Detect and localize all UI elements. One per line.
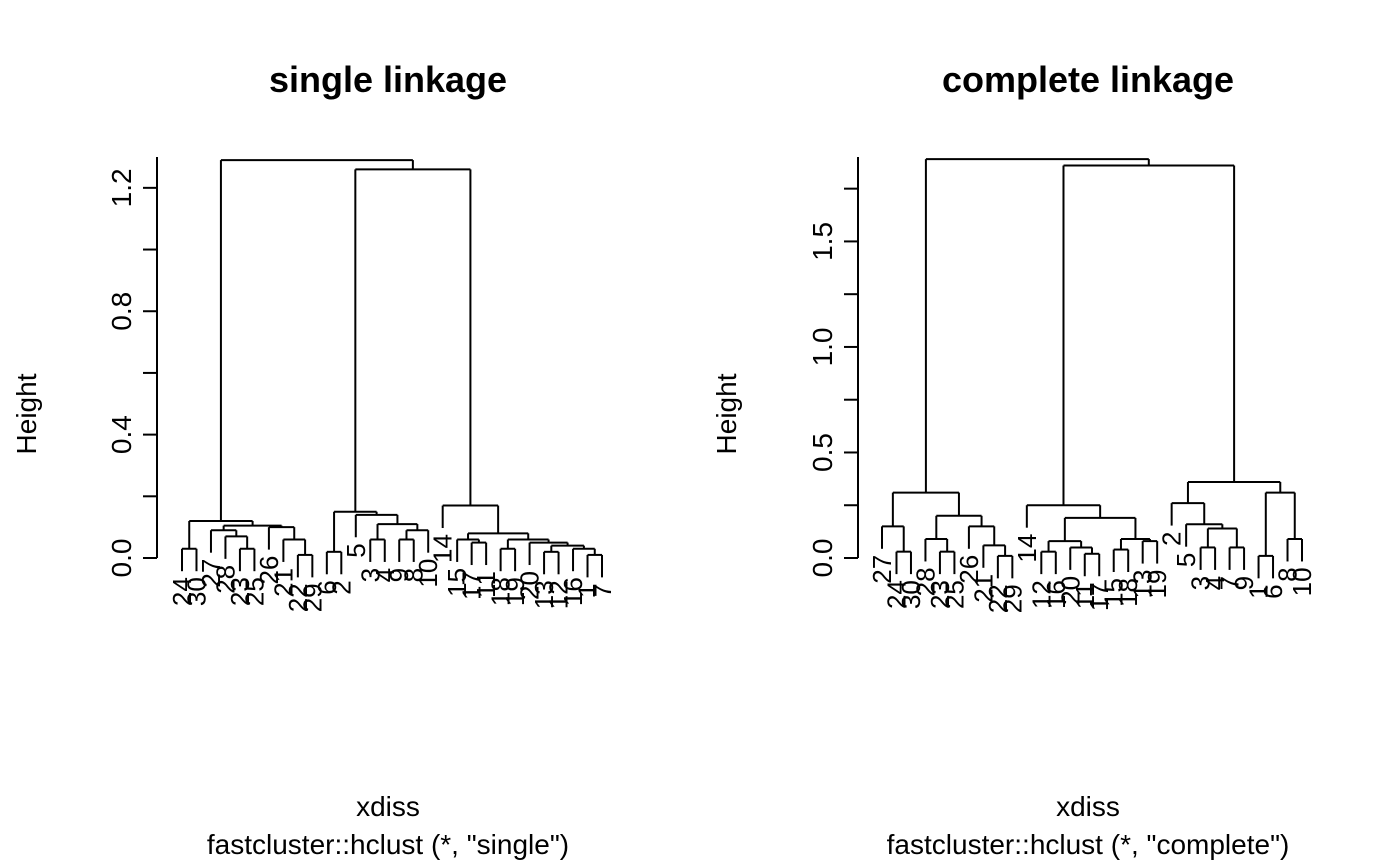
leaf-label: 25 xyxy=(239,577,269,606)
dendrogram-tree xyxy=(881,158,1303,579)
chart-title: complete linkage xyxy=(942,59,1234,100)
leaf-label: 17 xyxy=(457,571,487,600)
leaf-label: 25 xyxy=(939,580,969,609)
leaf-label: 8 xyxy=(1273,567,1303,581)
y-tick-label: 0.0 xyxy=(106,539,137,578)
leaf-label: 3 xyxy=(355,568,385,582)
y-tick-label: 1.5 xyxy=(807,222,838,261)
leaf-label: 18 xyxy=(486,577,516,606)
leaf-label: 14 xyxy=(428,534,458,563)
leaf-label: 9 xyxy=(1229,576,1259,590)
leaf-label: 20 xyxy=(515,571,545,600)
y-axis: 0.0 0.5 1.0 1.5 xyxy=(807,157,859,578)
leaf-label: 13 xyxy=(1128,570,1158,599)
leaf-label: 4 xyxy=(1200,576,1230,590)
leaf-label: 13 xyxy=(529,580,559,609)
leaf-label: 2 xyxy=(326,580,356,594)
leaf-label: 23 xyxy=(925,580,955,609)
y-tick-label: 0.4 xyxy=(106,415,137,454)
leaf-label: 3 xyxy=(1186,576,1216,590)
leaf-label: 30 xyxy=(181,577,211,606)
leaf-label: 21 xyxy=(268,568,298,597)
leaf-label: 29 xyxy=(297,583,327,612)
y-axis: 0.0 0.4 0.8 1.2 xyxy=(106,157,158,578)
dendrogram-tree xyxy=(181,159,603,578)
y-axis-label: Height xyxy=(711,373,742,454)
chart-title: single linkage xyxy=(269,59,507,100)
leaf-label: 22 xyxy=(283,583,313,612)
leaf-label: 22 xyxy=(983,584,1013,613)
leaf-label: 5 xyxy=(341,543,371,557)
y-tick-label: 1.0 xyxy=(807,327,838,366)
leaf-label: 21 xyxy=(968,574,998,603)
leaf-label: 19 xyxy=(1142,570,1172,599)
y-tick-label: 0.5 xyxy=(807,433,838,472)
leaf-label: 1 xyxy=(573,583,603,597)
leaf-label: 6 xyxy=(312,580,342,594)
leaf-label: 7 xyxy=(1215,576,1245,590)
leaf-label: 11 xyxy=(471,571,501,598)
leaf-label: 27 xyxy=(867,555,897,584)
leaf-label: 5 xyxy=(1171,553,1201,567)
y-tick-label: 0.0 xyxy=(807,539,838,578)
x-axis-label: xdiss xyxy=(356,791,420,822)
leaf-label: 17 xyxy=(1084,582,1114,611)
leaf-label: 6 xyxy=(1258,584,1288,598)
leaf-label: 27 xyxy=(196,559,226,588)
x-axis-label: xdiss xyxy=(1056,791,1120,822)
leaf-label: 29 xyxy=(997,584,1027,613)
leaf-label: 7 xyxy=(587,583,617,597)
x-axis-sublabel: fastcluster::hclust (*, "complete") xyxy=(887,829,1290,860)
leaf-label: 24 xyxy=(167,577,197,606)
leaf-label: 15 xyxy=(442,568,472,597)
leaf-label: 23 xyxy=(225,577,255,606)
leaf-label: 14 xyxy=(1012,534,1042,563)
leaf-label: 10 xyxy=(1287,567,1317,596)
leaf-label: 26 xyxy=(254,556,284,585)
x-axis-sublabel: fastcluster::hclust (*, "single") xyxy=(207,829,569,860)
leaf-label: 28 xyxy=(910,567,940,596)
leaf-label: 8 xyxy=(399,568,429,582)
leaf-label: 12 xyxy=(1026,580,1056,609)
leaf-label: 20 xyxy=(1055,576,1085,605)
leaf-label: 26 xyxy=(954,555,984,584)
y-tick-label: 0.8 xyxy=(106,292,137,331)
y-axis-label: Height xyxy=(11,373,42,454)
leaf-label: 24 xyxy=(881,580,911,609)
leaf-label: 28 xyxy=(210,565,240,594)
leaf-label: 30 xyxy=(896,580,926,609)
single-linkage-panel: single linkage Height xdiss fastcluster:… xyxy=(11,59,617,860)
leaf-label: 15 xyxy=(1099,578,1129,607)
leaf-label: 1 xyxy=(1244,584,1274,598)
leaf-label: 19 xyxy=(500,577,530,606)
leaf-label: 16 xyxy=(1041,580,1071,609)
leaf-label: 4 xyxy=(370,568,400,582)
leaf-label: 16 xyxy=(558,577,588,606)
leaf-label: 18 xyxy=(1113,578,1143,607)
leaf-label: 2 xyxy=(1157,532,1187,546)
leaf-label: 11 xyxy=(1070,582,1100,609)
leaf-label: 10 xyxy=(413,559,443,588)
y-tick-label: 1.2 xyxy=(106,168,137,207)
complete-linkage-panel: complete linkage Height xdiss fastcluste… xyxy=(711,59,1317,860)
leaf-label: 9 xyxy=(384,568,414,582)
leaf-label: 12 xyxy=(544,580,574,609)
